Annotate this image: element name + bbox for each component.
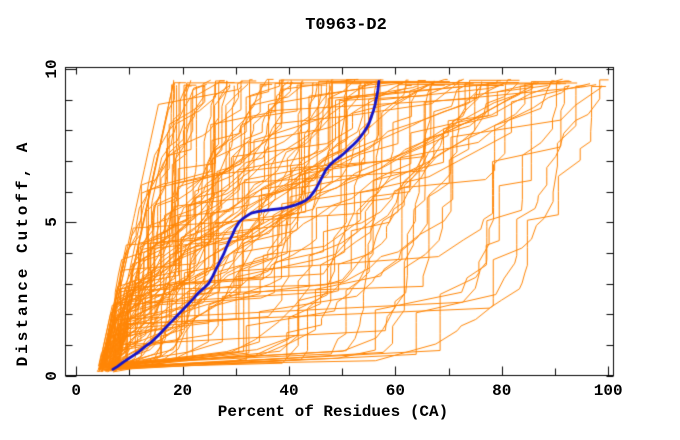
y-tick-label: 10 — [43, 59, 61, 79]
x-tick-label: 60 — [385, 382, 405, 400]
x-tick-label: 0 — [71, 382, 81, 400]
y-axis-label: Distance Cutoff, A — [14, 139, 32, 367]
x-tick-label: 40 — [279, 382, 299, 400]
y-tick-label: 5 — [43, 217, 61, 228]
x-tick-label: 20 — [172, 382, 193, 400]
y-tick-label: 0 — [43, 370, 61, 381]
x-tick-label: 100 — [593, 382, 623, 400]
x-axis-label: Percent of Residues (CA) — [217, 403, 449, 421]
chart-title: T0963-D2 — [305, 16, 387, 35]
x-tick-label: 80 — [492, 382, 512, 400]
